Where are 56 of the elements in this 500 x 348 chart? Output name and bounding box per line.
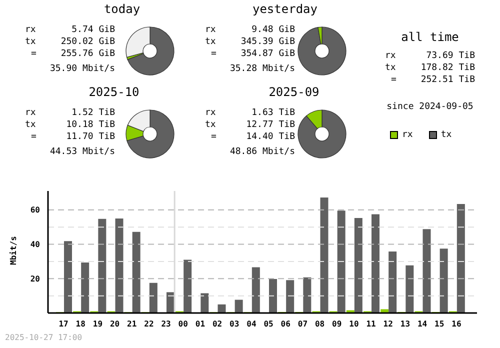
x-tick-label: 12 <box>383 320 394 329</box>
x-tick-label: 06 <box>280 320 291 329</box>
x-tick-label: 23 <box>161 320 172 329</box>
y-axis-title: Mbit/s <box>8 236 18 264</box>
text: rx 5.74 GiB <box>25 25 115 35</box>
text: 35.28 Mbit/s <box>228 63 295 75</box>
y-tick-label: 40 <box>30 240 40 250</box>
text: tx 12.77 TiB <box>205 120 295 130</box>
x-tick-label: 00 <box>178 320 188 329</box>
y-tick-label: 60 <box>30 206 40 215</box>
text: = 252.51 TiB <box>391 75 475 85</box>
text: rx 73.69 TiB <box>385 51 475 61</box>
x-tick-label: 20 <box>110 320 120 329</box>
text: = 14.40 TiB <box>211 132 295 142</box>
x-tick-label: 11 <box>366 320 376 329</box>
text: tx 345.39 GiB <box>205 37 295 47</box>
x-tick-label: 02 <box>212 320 222 329</box>
x-tick-label: 08 <box>314 320 325 329</box>
chart-title: yesterday <box>251 2 319 16</box>
x-tick-label: 13 <box>400 320 410 329</box>
chart-title: 2025-10 <box>88 85 140 99</box>
x-tick-label: 21 <box>127 320 137 329</box>
chart-title: 2025-09 <box>268 85 320 99</box>
text: tx 250.02 GiB <box>25 37 115 47</box>
text: 35.90 Mbit/s <box>48 63 115 75</box>
text: 2025-10-27 17:00 <box>5 333 82 342</box>
text: = 11.70 TiB <box>31 132 115 142</box>
text: all time <box>400 30 460 44</box>
text: 44.53 Mbit/s <box>48 146 115 158</box>
text: tx 10.18 TiB <box>25 120 115 130</box>
x-tick-label: 18 <box>76 320 86 329</box>
text: rx 9.48 GiB <box>205 25 295 35</box>
x-tick-label: 15 <box>434 320 444 329</box>
text: rx 1.63 TiB <box>205 108 295 118</box>
text: rx 1.52 TiB <box>25 108 115 118</box>
text: tx 178.82 TiB <box>385 63 475 73</box>
text: = 354.87 GiB <box>211 49 295 59</box>
x-tick-label: 22 <box>144 320 154 329</box>
text: 48.86 Mbit/s <box>228 146 295 158</box>
x-tick-label: 16 <box>452 320 462 329</box>
x-tick-label: 14 <box>417 320 428 329</box>
x-tick-label: 10 <box>349 320 359 329</box>
legend-label: tx <box>440 130 452 140</box>
text: since 2024-09-05 <box>386 102 474 112</box>
text: = 255.76 GiB <box>31 49 115 59</box>
chart-title: today <box>102 2 142 16</box>
legend-label: rx <box>402 130 413 140</box>
x-tick-label: 01 <box>195 320 206 329</box>
x-tick-label: 17 <box>58 320 69 329</box>
x-tick-label: 19 <box>92 320 103 329</box>
x-tick-label: 04 <box>246 320 256 329</box>
x-tick-label: 03 <box>230 320 240 329</box>
y-tick-label: 20 <box>30 274 40 284</box>
x-tick-label: 09 <box>332 320 342 329</box>
x-tick-label: 07 <box>298 320 308 329</box>
x-tick-label: 05 <box>264 320 274 329</box>
